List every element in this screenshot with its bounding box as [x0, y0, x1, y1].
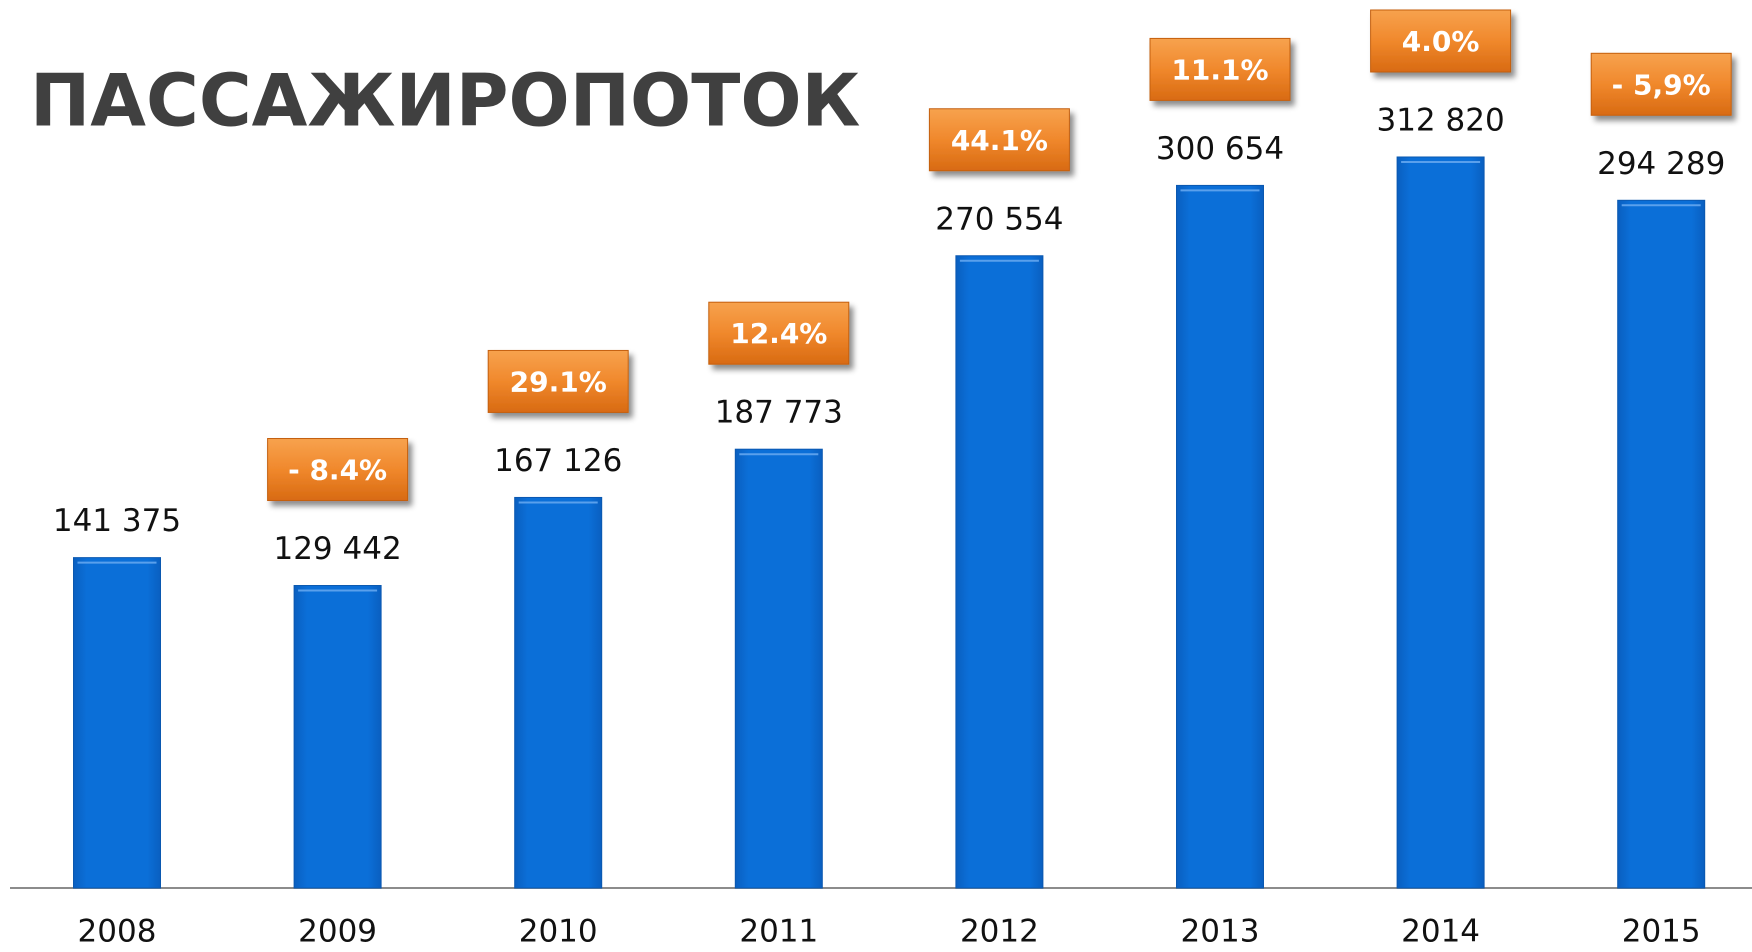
bar — [514, 496, 603, 889]
x-tick-label: 2015 — [1622, 914, 1701, 950]
growth-box — [1149, 37, 1291, 101]
growth-box — [267, 438, 409, 502]
bar — [1176, 184, 1264, 889]
value-label: 312 820 — [1376, 102, 1504, 138]
chart-title: ПАССАЖИРОПОТОК — [30, 59, 860, 143]
value-label: 300 654 — [1156, 131, 1284, 167]
growth-box — [928, 108, 1070, 172]
growth-box — [708, 301, 850, 365]
x-tick-label: 2013 — [1181, 914, 1260, 950]
growth-label: 29.1% — [510, 365, 607, 398]
bar — [955, 255, 1044, 889]
bar — [293, 585, 382, 889]
growth-label: 4.0% — [1402, 25, 1480, 58]
x-tick-label: 2010 — [519, 914, 598, 950]
value-label: 294 289 — [1597, 146, 1725, 182]
value-label: 141 375 — [53, 503, 181, 539]
growth-box — [1590, 52, 1732, 116]
value-label: 167 126 — [494, 443, 622, 479]
bar — [73, 557, 161, 889]
x-tick-label: 2014 — [1401, 914, 1480, 950]
growth-label: 11.1% — [1171, 53, 1268, 86]
value-label: 187 773 — [715, 395, 843, 431]
bar — [1396, 156, 1485, 889]
growth-box — [1370, 9, 1512, 73]
value-label: 129 442 — [273, 531, 401, 567]
growth-label: - 5,9% — [1612, 68, 1711, 101]
growth-label: 44.1% — [951, 124, 1048, 157]
bar — [1617, 199, 1706, 889]
growth-label: - 8.4% — [288, 454, 387, 487]
growth-box — [487, 349, 629, 413]
x-tick-label: 2012 — [960, 914, 1039, 950]
growth-label: 12.4% — [730, 317, 827, 350]
x-tick-label: 2011 — [739, 914, 818, 950]
bar — [734, 448, 823, 889]
x-tick-label: 2009 — [298, 914, 377, 950]
value-label: 270 554 — [935, 201, 1063, 237]
x-tick-label: 2008 — [78, 914, 157, 950]
